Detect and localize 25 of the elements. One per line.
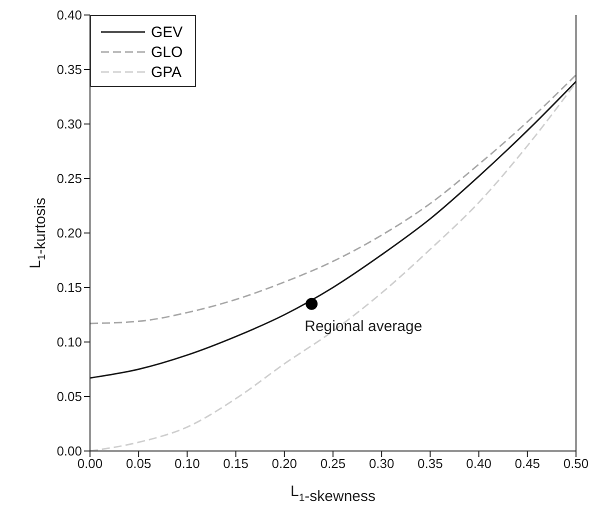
legend-label: GLO [151, 44, 183, 60]
x-tick-label: 0.35 [418, 456, 443, 472]
y-tick-label: 0.40 [56, 8, 82, 23]
x-tick-label: 0.30 [368, 456, 394, 472]
x-tick-label: 0.05 [126, 456, 152, 472]
x-tick-label: 0.25 [320, 456, 346, 472]
annotation: Regional average [304, 318, 422, 335]
y-tick-label: 0.15 [56, 280, 82, 296]
x-tick-label: 0.40 [466, 456, 492, 472]
x-tick-label: 0.45 [514, 456, 540, 472]
x-tick-label: 0.20 [272, 456, 298, 472]
x-tick-label: 0.00 [77, 456, 103, 472]
y-tick-label: 0.25 [56, 171, 82, 186]
x-axis-title: L$_{1}$-skewness [290, 483, 376, 505]
y-tick-label: 0.20 [56, 226, 82, 241]
y-tick-label: 0.10 [56, 334, 82, 350]
y-tick-label: 0.05 [56, 389, 82, 404]
x-tick-label: 0.15 [223, 456, 248, 472]
y-tick-label: 0.00 [56, 444, 82, 459]
x-tick-label: 0.10 [174, 456, 200, 472]
y-tick-label: 0.35 [56, 62, 82, 78]
x-tick-label: 0.50 [563, 456, 589, 472]
legend-label: GEV [151, 24, 183, 40]
y-tick-label: 0.30 [56, 116, 82, 132]
legend-label: GPA [151, 64, 182, 80]
